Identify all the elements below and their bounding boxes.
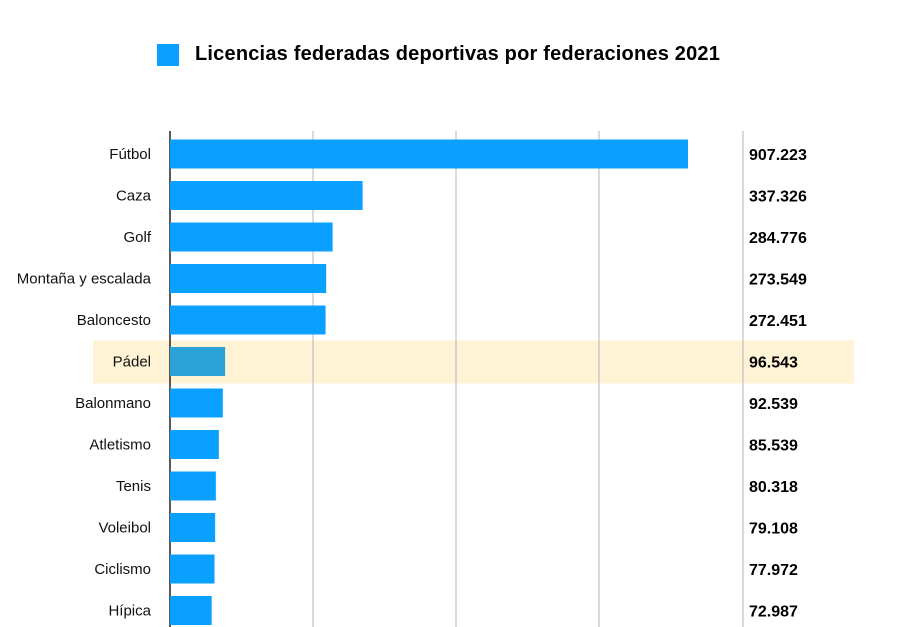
value-label: 272.451 [749,313,807,330]
bar-6 [170,388,223,418]
bar-3 [170,264,327,293]
value-label: 85.539 [749,438,798,455]
bar-2 [170,222,333,252]
category-label: Fútbol [109,146,151,163]
legend-label: Licencias federadas deportivas por feder… [195,43,721,65]
value-label: 273.549 [749,272,807,289]
category-label: Montaña y escalada [17,271,152,288]
value-label: 79.108 [749,521,798,538]
legend: Licencias federadas deportivas por feder… [157,43,720,66]
bars-layer [170,139,688,625]
grid-layer [169,131,744,627]
value-label: 77.972 [749,562,798,579]
bar-4 [170,305,326,335]
legend-swatch [157,43,179,66]
value-label: 337.326 [749,189,807,206]
bar-10 [170,554,215,584]
category-label: Golf [123,229,151,246]
category-label: Voleibol [98,520,151,537]
category-label: Atletismo [89,437,151,454]
category-label: Caza [116,188,152,205]
category-label: Hípica [108,603,151,620]
bar-8 [170,471,216,501]
value-label: 92.539 [749,396,798,413]
bar-1 [170,181,363,210]
category-label: Tenis [116,478,151,495]
bar-11 [170,596,212,625]
value-label: 907.223 [749,147,807,164]
bar-0 [170,139,688,169]
value-label: 80.318 [749,479,798,496]
bar-7 [170,430,219,459]
value-label: 96.543 [749,355,798,372]
category-label: Ciclismo [94,561,151,578]
category-label: Pádel [113,354,151,371]
value-label: 72.987 [749,604,798,621]
labels-layer: Fútbol 907.223 Caza 337.326 Golf 284.776 Monta… [17,146,807,621]
category-label: Baloncesto [77,312,151,329]
value-label: 284.776 [749,230,807,247]
category-label: Balonmano [75,395,151,412]
bar-5 [170,347,226,376]
bar-9 [170,513,216,542]
